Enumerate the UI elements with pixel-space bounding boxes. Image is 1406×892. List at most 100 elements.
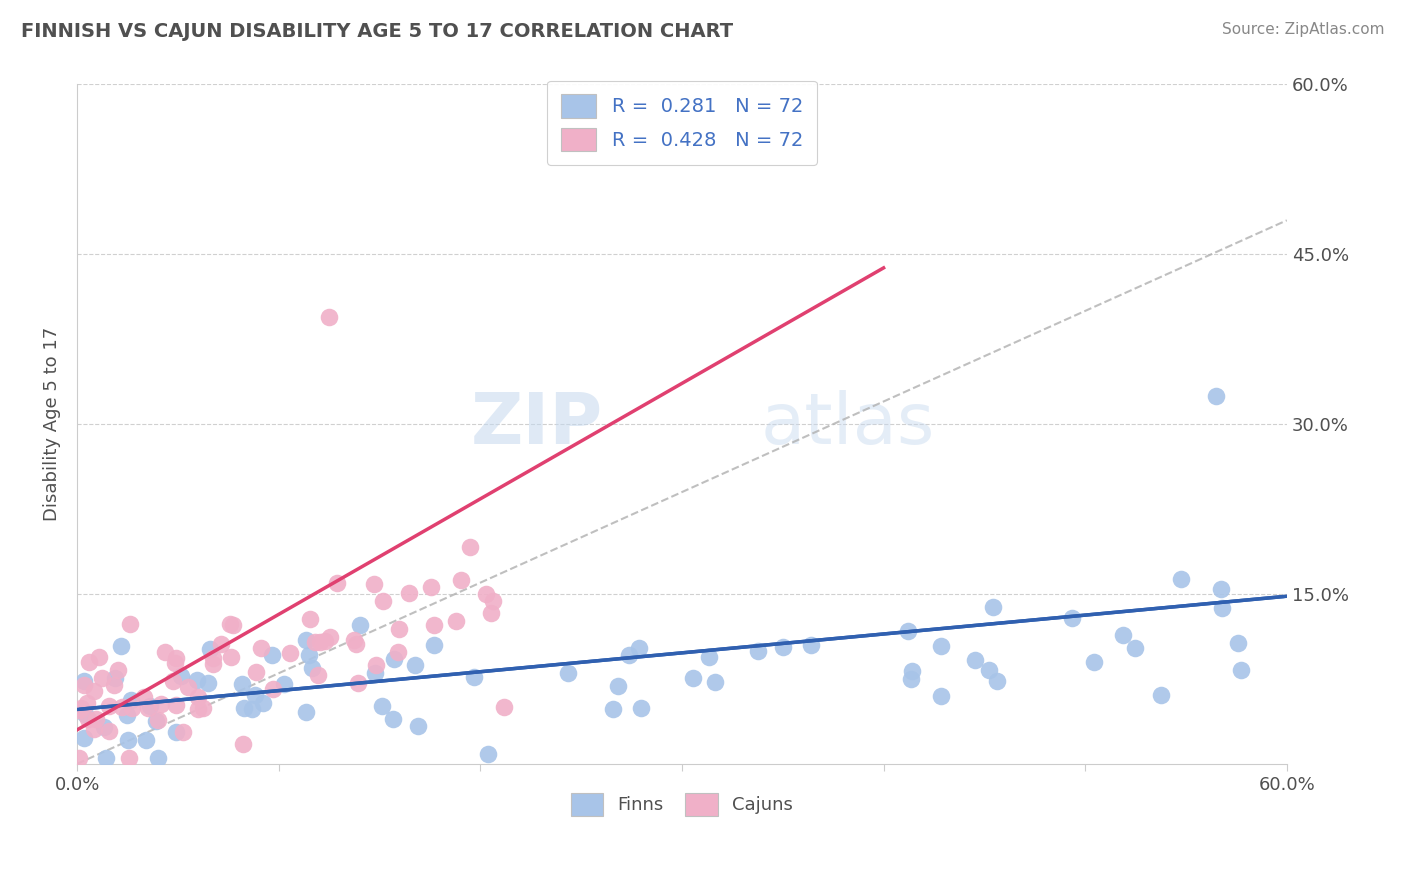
Point	[800, 638, 823, 652]
Point	[262, 648, 284, 663]
Point	[366, 657, 388, 672]
Point	[482, 594, 505, 608]
Point	[200, 641, 222, 656]
Legend: Finns, Cajuns: Finns, Cajuns	[564, 786, 800, 822]
Point	[929, 690, 952, 704]
Point	[557, 665, 579, 680]
Point	[103, 678, 125, 692]
Point	[104, 671, 127, 685]
Point	[387, 645, 409, 659]
Point	[371, 698, 394, 713]
Point	[232, 737, 254, 751]
Point	[98, 724, 121, 739]
Point	[458, 540, 481, 554]
Point	[1170, 572, 1192, 586]
Point	[304, 635, 326, 649]
Point	[91, 672, 114, 686]
Point	[117, 708, 139, 723]
Point	[1123, 640, 1146, 655]
Point	[110, 639, 132, 653]
Point	[186, 673, 208, 688]
Point	[477, 747, 499, 762]
Point	[250, 641, 273, 656]
Point	[299, 612, 322, 626]
Point	[273, 676, 295, 690]
Point	[602, 702, 624, 716]
Point	[963, 652, 986, 666]
Point	[245, 665, 267, 680]
Text: atlas: atlas	[761, 390, 935, 458]
Point	[420, 581, 443, 595]
Point	[165, 651, 187, 665]
Point	[318, 310, 340, 324]
Point	[77, 655, 100, 669]
Point	[404, 657, 426, 672]
Point	[201, 650, 224, 665]
Point	[900, 673, 922, 687]
Point	[630, 701, 652, 715]
Point	[170, 669, 193, 683]
Point	[772, 640, 794, 654]
Point	[219, 650, 242, 665]
Point	[165, 724, 187, 739]
Point	[155, 645, 177, 659]
Point	[93, 720, 115, 734]
Point	[232, 701, 254, 715]
Point	[295, 705, 318, 719]
Point	[191, 701, 214, 715]
Point	[202, 657, 225, 672]
Point	[343, 632, 366, 647]
Point	[117, 732, 139, 747]
Point	[231, 677, 253, 691]
Point	[135, 732, 157, 747]
Point	[298, 648, 321, 663]
Point	[1205, 389, 1227, 403]
Point	[703, 675, 725, 690]
Point	[67, 703, 90, 717]
Point	[900, 665, 922, 679]
Point	[222, 618, 245, 632]
Point	[1083, 656, 1105, 670]
Point	[463, 670, 485, 684]
Point	[979, 663, 1001, 677]
Point	[262, 681, 284, 696]
Point	[172, 725, 194, 739]
Point	[444, 615, 467, 629]
Point	[111, 700, 134, 714]
Point	[1112, 628, 1135, 642]
Point	[245, 688, 267, 702]
Point	[344, 637, 367, 651]
Point	[120, 693, 142, 707]
Point	[94, 751, 117, 765]
Text: FINNISH VS CAJUN DISABILITY AGE 5 TO 17 CORRELATION CHART: FINNISH VS CAJUN DISABILITY AGE 5 TO 17 …	[21, 22, 733, 41]
Point	[398, 586, 420, 600]
Point	[1230, 663, 1253, 677]
Point	[73, 678, 96, 692]
Point	[628, 640, 651, 655]
Point	[197, 676, 219, 690]
Point	[252, 696, 274, 710]
Point	[381, 712, 404, 726]
Point	[307, 667, 329, 681]
Point	[301, 661, 323, 675]
Point	[187, 702, 209, 716]
Point	[606, 679, 628, 693]
Point	[146, 751, 169, 765]
Point	[406, 719, 429, 733]
Point	[76, 696, 98, 710]
Point	[1150, 689, 1173, 703]
Point	[118, 616, 141, 631]
Point	[423, 638, 446, 652]
Point	[162, 674, 184, 689]
Point	[138, 700, 160, 714]
Point	[308, 635, 330, 649]
Point	[1060, 611, 1083, 625]
Point	[121, 701, 143, 715]
Point	[145, 714, 167, 729]
Point	[697, 650, 720, 665]
Point	[118, 751, 141, 765]
Point	[423, 618, 446, 632]
Point	[107, 664, 129, 678]
Point	[97, 698, 120, 713]
Point	[73, 706, 96, 721]
